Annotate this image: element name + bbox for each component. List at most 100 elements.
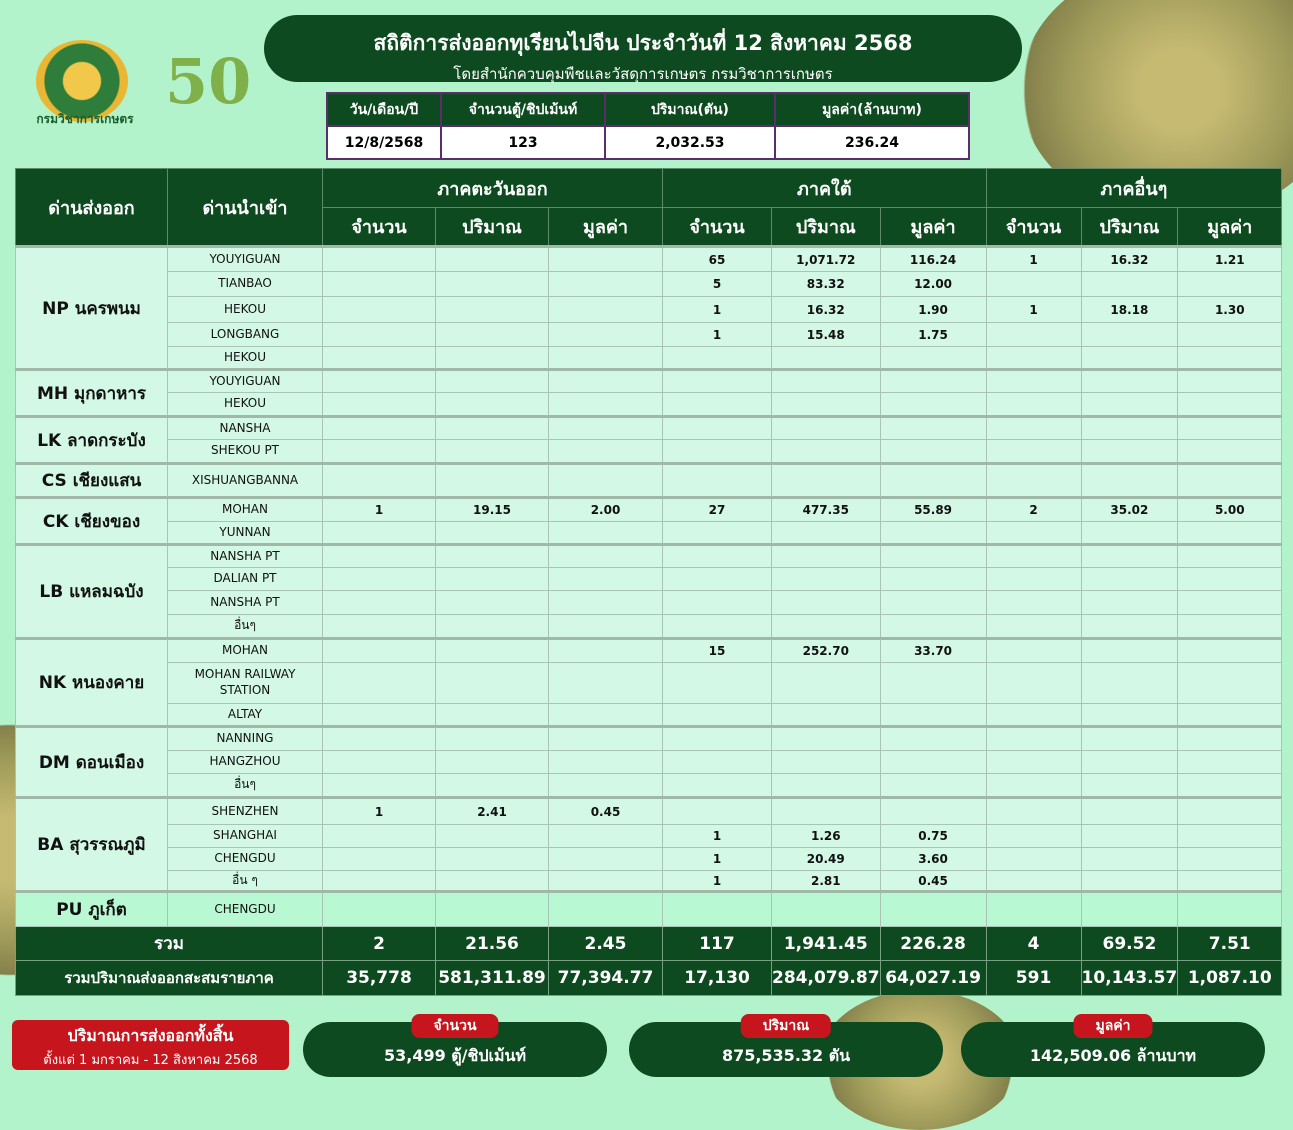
cumulative-value: 1,087.10: [1177, 960, 1283, 996]
value-cell: [548, 521, 663, 545]
value-cell: [985, 796, 1082, 825]
value-cell: [1177, 590, 1283, 615]
header-import-port: ด่านนำเข้า: [167, 168, 323, 247]
value-cell: [985, 890, 1082, 927]
value-cell: [1177, 462, 1283, 498]
summary-value: 236.24: [774, 125, 970, 160]
value-cell: [879, 439, 987, 464]
card-count-value: 53,499 ตู้/ชิปเม้นท์: [383, 1046, 527, 1065]
export-port: NK หนองคาย: [15, 637, 168, 727]
value-cell: 2.00: [548, 496, 663, 522]
total-value: 69.52: [1080, 926, 1179, 961]
value-cell: [548, 637, 663, 663]
subheader-count: จำนวน: [322, 207, 436, 247]
value-cell: [435, 637, 549, 663]
subheader-volume: ปริมาณ: [771, 207, 881, 247]
value-cell: 5.00: [1177, 496, 1283, 522]
value-cell: [435, 614, 549, 639]
import-port: HEKOU: [167, 296, 323, 323]
value-cell: [985, 662, 1082, 704]
anniversary-logo: 50: [165, 45, 252, 118]
value-cell: 1: [662, 870, 772, 892]
page-title: สถิติการส่งออกทุเรียนไปจีน ประจำวันที่ 1…: [373, 31, 913, 55]
header-region-other: ภาคอื่นๆ: [985, 168, 1283, 208]
value-cell: [548, 296, 663, 323]
value-cell: [879, 890, 987, 927]
total-value: 1,941.45: [771, 926, 881, 961]
value-cell: [771, 796, 881, 825]
value-cell: [1177, 392, 1283, 417]
value-cell: 252.70: [771, 637, 881, 663]
value-cell: [435, 322, 549, 347]
value-cell: [662, 703, 772, 727]
value-cell: [322, 725, 436, 751]
value-cell: [1177, 368, 1283, 393]
value-cell: 1.75: [879, 322, 987, 347]
value-cell: [879, 590, 987, 615]
value-cell: 15.48: [771, 322, 881, 347]
value-cell: [322, 824, 436, 848]
value-cell: [985, 462, 1082, 498]
value-cell: [435, 870, 549, 892]
value-cell: [662, 392, 772, 417]
value-cell: [662, 614, 772, 639]
import-port: HANGZHOU: [167, 750, 323, 774]
value-cell: [1177, 271, 1283, 297]
value-cell: [662, 439, 772, 464]
card-value: มูลค่า 142,509.06 ล้านบาท: [961, 1014, 1265, 1077]
value-cell: 19.15: [435, 496, 549, 522]
value-cell: [879, 773, 987, 798]
value-cell: 15: [662, 637, 772, 663]
value-cell: [1177, 614, 1283, 639]
value-cell: [1177, 439, 1283, 464]
value-cell: [322, 462, 436, 498]
table-row: ALTAY: [16, 703, 1283, 727]
value-cell: [985, 368, 1082, 393]
table-row: SHANGHAI 1 1.26 0.75: [16, 824, 1283, 848]
summary-count: 123: [440, 125, 606, 160]
value-cell: [548, 870, 663, 892]
table-row: LK ลาดกระบัง NANSHA: [15, 415, 1283, 464]
table-row: PU ภูเก็ต CHENGDU: [15, 890, 1283, 927]
value-cell: [771, 725, 881, 751]
value-cell: 0.45: [548, 796, 663, 825]
value-cell: 1.21: [1177, 245, 1283, 272]
value-cell: 33.70: [879, 637, 987, 663]
value-cell: [548, 439, 663, 464]
cumulative-value: 77,394.77: [548, 960, 663, 996]
total-value: 2: [322, 926, 436, 961]
value-cell: [322, 703, 436, 727]
value-cell: [548, 725, 663, 751]
value-cell: [322, 847, 436, 871]
value-cell: [1177, 662, 1283, 704]
table-row: HEKOU 1 16.32 1.90 1 18.18 1.30: [16, 296, 1283, 323]
value-cell: 1: [662, 322, 772, 347]
value-cell: 2.81: [771, 870, 881, 892]
value-cell: [1177, 415, 1283, 440]
value-cell: [435, 462, 549, 498]
value-cell: [1080, 796, 1179, 825]
value-cell: [771, 567, 881, 591]
total-value: 2.45: [548, 926, 663, 961]
value-cell: [771, 543, 881, 568]
total-label: รวม: [15, 926, 323, 961]
summary-header-date: วัน/เดือน/ปี: [326, 92, 442, 127]
card-volume-label: ปริมาณ: [740, 1014, 832, 1038]
value-cell: [879, 662, 987, 704]
table-row: LONGBANG 1 15.48 1.75: [16, 322, 1283, 347]
value-cell: [662, 773, 772, 798]
import-port: TIANBAO: [167, 271, 323, 297]
value-cell: [662, 521, 772, 545]
value-cell: [1080, 847, 1179, 871]
export-port: NP นครพนม: [15, 245, 168, 370]
value-cell: 1: [985, 245, 1082, 272]
value-cell: [435, 824, 549, 848]
value-cell: [322, 637, 436, 663]
summary-volume: 2,032.53: [604, 125, 776, 160]
value-cell: [879, 368, 987, 393]
card-count: จำนวน 53,499 ตู้/ชิปเม้นท์: [303, 1014, 607, 1077]
value-cell: [771, 462, 881, 498]
value-cell: [1177, 847, 1283, 871]
table-row: อื่นๆ: [16, 614, 1283, 639]
total-export-period: ตั้งแต่ 1 มกราคม - 12 สิงหาคม 2568: [43, 1053, 258, 1068]
